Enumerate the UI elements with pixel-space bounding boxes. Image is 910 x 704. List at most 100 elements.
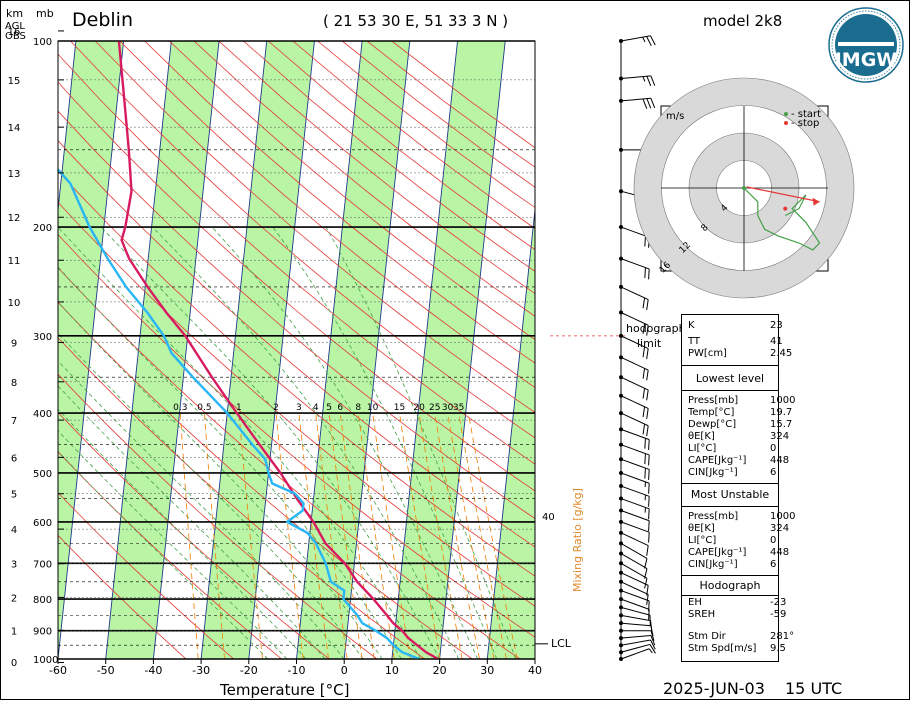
wind-barb-flag (649, 521, 650, 531)
wind-barb-flag (647, 349, 649, 359)
wind-barb-flag (645, 468, 646, 478)
wind-barb-flag (645, 268, 646, 278)
wind-barb-shaft (621, 591, 649, 601)
mixing-ratio-40-label: 40 (542, 512, 555, 523)
storm-speed-value: 9.5 (770, 643, 786, 654)
height-tick-label: 4 (11, 525, 17, 536)
wind-barb-flag (647, 408, 649, 418)
wind-barb-shaft (621, 599, 649, 609)
mixing-ratio-value-label: 10 (367, 403, 379, 413)
x-tick-label: 20 (433, 664, 447, 677)
ll-cape-value: 448 (770, 455, 789, 466)
wind-barb (621, 599, 649, 620)
sreh-label: SREH (688, 609, 715, 620)
station-title: Deblin (72, 9, 133, 31)
lcl-label: LCL (551, 637, 572, 650)
height-unit-label: km (6, 7, 23, 20)
mixing-ratio-axis-title: Mixing Ratio [g/kg] (571, 488, 584, 592)
wind-barb (621, 377, 648, 400)
wind-barb (621, 533, 648, 556)
pressure-tick-label: 100 (33, 37, 52, 48)
hodograph-storm-marker (783, 207, 787, 211)
hodograph-limit-label-2: limit (637, 337, 662, 350)
mixing-ratio-value-label: 30 (442, 403, 454, 413)
height-tick-label: 15 (8, 76, 21, 87)
wind-barb-shaft (621, 623, 651, 626)
wind-barb-shaft (621, 644, 650, 652)
wind-barb-shaft (621, 377, 648, 390)
wind-barb-flag (651, 621, 652, 631)
wind-barb-flag (649, 532, 650, 542)
wind-barb-shaft (621, 649, 649, 659)
height-tick-label: 13 (8, 169, 21, 180)
x-tick-label: 30 (480, 664, 494, 677)
wind-barb-flag (651, 36, 656, 45)
mu-li-label: LI[°C] (688, 535, 716, 546)
mixing-ratio-value-label: 6 (337, 403, 343, 413)
x-tick-label: -20 (240, 664, 258, 677)
ll-thetae-label: θE[K] (688, 431, 715, 442)
wind-barb-flag (649, 269, 650, 279)
wind-barb-flag (651, 76, 655, 86)
wind-barb-flag (643, 424, 645, 434)
wind-barb-flag (649, 601, 650, 611)
k-index-label: K (688, 320, 695, 331)
wind-barb-shaft (621, 287, 648, 300)
wind-barb (621, 36, 655, 46)
pressure-unit-label: mb (36, 7, 54, 20)
obs-label: OBS (5, 31, 26, 42)
wind-barb-flag (645, 438, 646, 448)
wind-barb-shaft (621, 259, 649, 269)
pressure-tick-label: 200 (33, 223, 52, 234)
wind-barb-half-flag (649, 649, 652, 653)
x-tick-label: 0 (341, 664, 348, 677)
wind-barb-shaft (621, 533, 648, 546)
tt-index-value: 41 (770, 336, 783, 347)
height-tick-label: 9 (11, 338, 17, 349)
height-tick-label: 3 (11, 560, 17, 571)
wind-barb-flag (649, 469, 650, 479)
pressure-tick-label: 700 (33, 559, 52, 570)
wind-barb-shaft (621, 522, 649, 532)
x-tick-label: -60 (49, 664, 67, 677)
wind-barb-flag (647, 99, 651, 109)
x-tick-label: 40 (528, 664, 542, 677)
x-tick-label: -10 (288, 664, 306, 677)
hodograph-limit-label: hodograph (626, 322, 686, 335)
wind-barb (621, 510, 649, 531)
height-tick-label: 2 (11, 593, 17, 604)
mixing-ratio-value-label: 5 (326, 403, 332, 413)
wind-barb (621, 644, 655, 653)
wind-barb-flag (649, 483, 650, 493)
k-index-value: 23 (770, 320, 783, 331)
mixing-ratio-line (358, 413, 394, 659)
mu-press-label: Press[mb] (688, 511, 738, 522)
wind-barb (621, 582, 648, 605)
wind-barb-flag (649, 455, 650, 465)
wind-barb-shaft (621, 98, 651, 101)
mixing-ratio-value-label: 8 (355, 403, 361, 413)
wind-barb-shaft (621, 357, 648, 370)
mu-li-value: 0 (770, 535, 776, 546)
mixing-ratio-value-label: 4 (313, 403, 319, 413)
wind-barb-half-flag (643, 37, 645, 42)
mu-press-value: 1000 (770, 511, 795, 522)
x-tick-label: -30 (192, 664, 210, 677)
hodograph-legend-label: - stop (791, 118, 819, 129)
wind-barb-flag (649, 496, 650, 506)
wind-barb-flag (647, 370, 649, 380)
ll-press-value: 1000 (770, 395, 795, 406)
time-label: 15 UTC (785, 679, 842, 698)
hodograph-units-label: m/s (666, 111, 684, 122)
mixing-ratio-value-label: 20 (413, 403, 425, 413)
lowest-level-title: Lowest level (682, 373, 778, 385)
wind-barb-shaft (621, 413, 648, 426)
storm-speed-label: Stm Spd[m/s] (688, 643, 756, 654)
wind-barb-flag (643, 99, 647, 109)
pressure-tick-label: 500 (33, 469, 52, 480)
ll-press-label: Press[mb] (688, 395, 738, 406)
wind-barb-flag (647, 36, 652, 45)
mixing-ratio-value-label: 0.5 (197, 403, 211, 413)
